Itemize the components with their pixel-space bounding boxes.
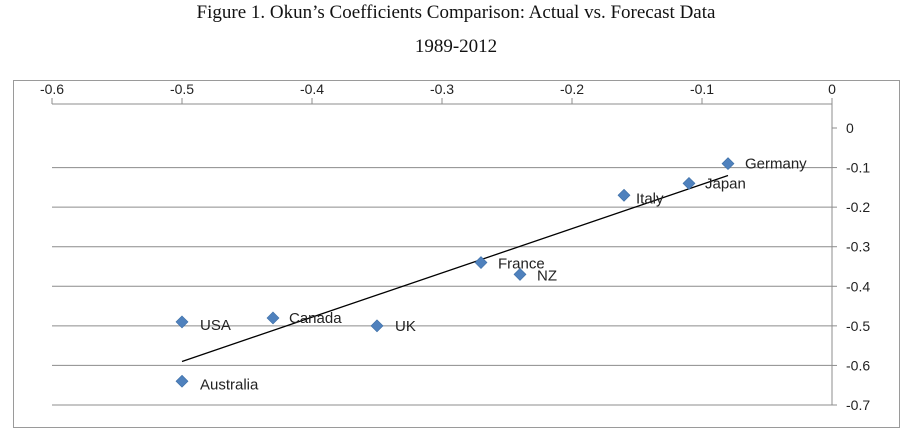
x-axis-ticks: -0.6 -0.5 -0.4 -0.3 -0.2 -0.1 0 bbox=[40, 81, 836, 97]
y-tick-label: 0 bbox=[846, 120, 854, 136]
x-tick-label: -0.5 bbox=[170, 81, 194, 97]
x-tick-label: -0.6 bbox=[40, 81, 64, 97]
label-nz: NZ bbox=[537, 267, 557, 284]
point-france bbox=[474, 256, 488, 269]
trendline-group bbox=[181, 174, 729, 363]
x-tick-label: -0.3 bbox=[430, 81, 454, 97]
y-tick-label: -0.7 bbox=[846, 397, 870, 413]
trendline bbox=[181, 174, 729, 363]
chart-title: Figure 1. Okun’s Coefficients Comparison… bbox=[196, 2, 716, 23]
point-usa bbox=[175, 315, 189, 329]
x-tick-label: -0.4 bbox=[300, 81, 324, 97]
chart-subtitle: 1989-2012 bbox=[414, 36, 498, 57]
label-japan: Japan bbox=[705, 175, 746, 192]
y-tick-label: -0.1 bbox=[846, 160, 870, 176]
point-uk bbox=[370, 319, 384, 333]
x-tick-label: -0.1 bbox=[690, 81, 714, 97]
y-tick-label: -0.4 bbox=[846, 278, 870, 294]
point-japan bbox=[682, 176, 696, 190]
x-tick-label: 0 bbox=[828, 81, 836, 97]
x-tick-label: -0.2 bbox=[560, 81, 584, 97]
label-canada: Canada bbox=[289, 310, 342, 327]
point-canada bbox=[266, 311, 280, 325]
label-australia: Australia bbox=[200, 376, 259, 393]
y-tick-label: -0.5 bbox=[846, 318, 870, 334]
label-germany: Germany bbox=[745, 156, 807, 173]
y-tick-label: -0.2 bbox=[846, 199, 870, 215]
y-axis-ticks: 0 -0.1 -0.2 -0.3 -0.4 -0.5 -0.6 -0.7 bbox=[846, 120, 870, 413]
chart-frame bbox=[13, 80, 900, 428]
point-italy bbox=[617, 188, 631, 202]
y-tick-label: -0.6 bbox=[846, 357, 870, 373]
label-uk: UK bbox=[395, 318, 416, 335]
data-points bbox=[175, 157, 735, 388]
point-germany bbox=[721, 157, 735, 171]
label-italy: Italy bbox=[636, 190, 664, 207]
label-france: France bbox=[498, 256, 545, 273]
y-tick-label: -0.3 bbox=[846, 239, 870, 255]
point-australia bbox=[175, 374, 189, 388]
point-nz bbox=[513, 267, 527, 281]
label-usa: USA bbox=[200, 317, 231, 334]
